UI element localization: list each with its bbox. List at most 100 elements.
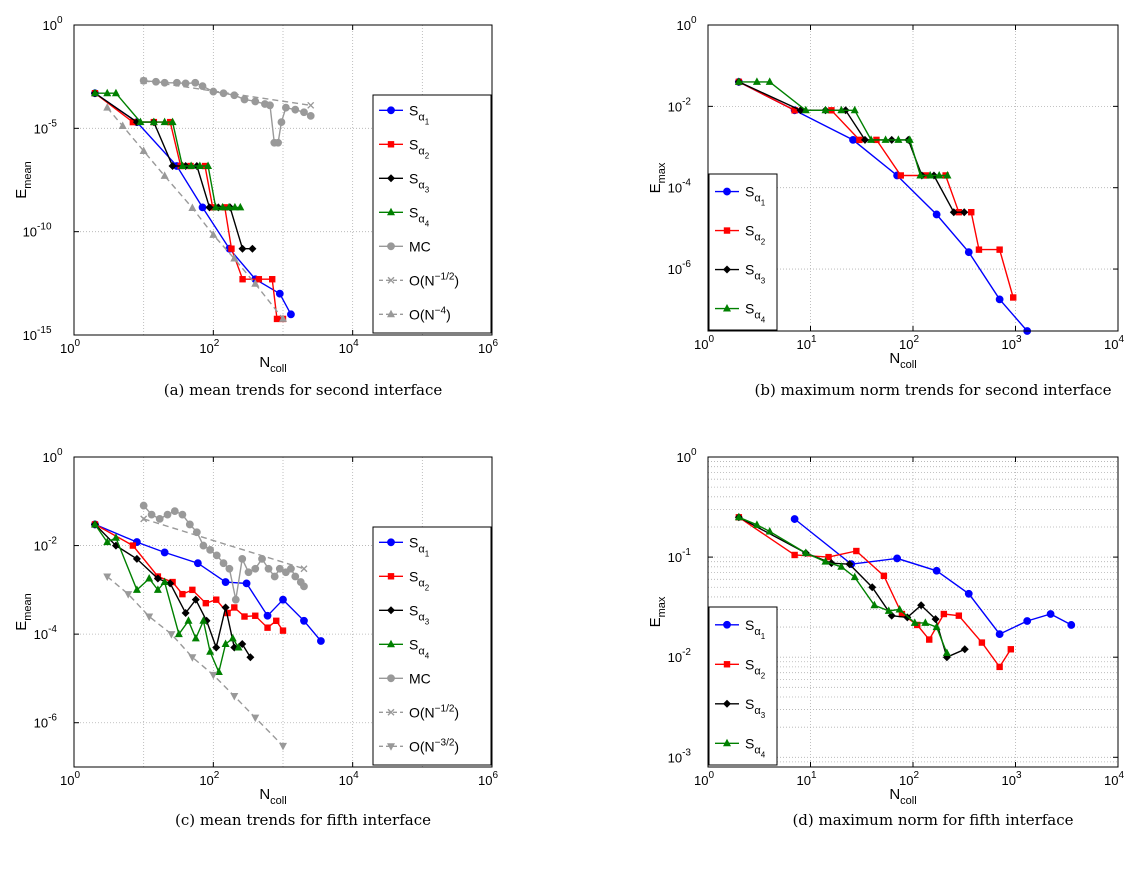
y-axis-label-group: Emean (13, 161, 34, 199)
data-point (935, 170, 944, 179)
data-point (231, 604, 238, 611)
data-point (931, 615, 940, 624)
data-point (129, 118, 137, 126)
y-tick-label: 10-4 (34, 624, 58, 642)
y-tick-label: 10-6 (34, 713, 58, 731)
data-point (255, 276, 263, 283)
data-point (209, 671, 218, 680)
data-point (251, 714, 260, 723)
data-point (881, 135, 890, 143)
data-point (206, 647, 215, 655)
x-tick-label: 104 (339, 338, 359, 356)
data-point (103, 573, 112, 582)
legend-label: Sα1 (409, 102, 430, 126)
data-point (752, 520, 761, 528)
series-line-4 (94, 524, 240, 675)
series-line-1 (94, 523, 322, 642)
data-point (198, 203, 207, 212)
data-point (975, 246, 983, 253)
data-point (917, 601, 926, 610)
grid (708, 25, 1118, 331)
series-line-7 (106, 575, 284, 747)
data-point (166, 579, 175, 588)
data-point (791, 551, 798, 559)
series-line-1 (738, 81, 1028, 332)
data-point (221, 639, 230, 647)
legend-marker (387, 573, 395, 580)
legend-marker (723, 620, 731, 629)
legend-label: O(N−1/2) (409, 703, 459, 720)
y-axis-label: Emean (13, 593, 34, 631)
series-line-4 (95, 92, 241, 209)
data-point (281, 103, 290, 112)
data-point (199, 541, 208, 550)
data-point (275, 289, 284, 298)
data-point (153, 574, 162, 583)
series-group (734, 512, 1076, 671)
x-axis-label: Ncoll (889, 786, 916, 807)
data-point (188, 654, 197, 662)
y-axis-label: Emax (647, 596, 668, 627)
data-point (955, 612, 963, 619)
data-point (845, 560, 854, 569)
data-point (178, 510, 187, 519)
data-point (752, 77, 761, 85)
data-point (195, 161, 204, 170)
data-point (189, 586, 196, 594)
legend-marker (387, 639, 395, 648)
data-point (124, 591, 133, 599)
data-point (790, 515, 799, 523)
data-point (238, 244, 247, 253)
legend-label: Sα3 (409, 170, 430, 194)
data-point (801, 548, 810, 556)
data-point (940, 610, 948, 618)
x-tick-label: 104 (339, 770, 359, 788)
legend: Sα1 Sα2 Sα3 Sα4 MC O(N−1/2) O(N−3/2) (372, 526, 492, 766)
legend-label: MC (409, 238, 431, 254)
y-tick-label: 10-4 (668, 178, 692, 196)
legend-box (708, 173, 778, 331)
legend-marker (723, 304, 731, 312)
data-point (898, 610, 906, 618)
data-point (926, 170, 935, 179)
data-point (884, 606, 893, 614)
legend-label: MC (409, 670, 431, 686)
data-point (273, 617, 280, 625)
data-point (850, 572, 859, 581)
data-point (212, 551, 221, 560)
data-point (181, 609, 190, 618)
x-axis-label: Ncoll (259, 354, 286, 375)
y-axis-label-group: Emean (13, 593, 34, 631)
data-point (995, 630, 1004, 639)
axes-frame (73, 24, 493, 336)
x-tick-label: 100 (60, 338, 80, 356)
y-tick-label: 10-15 (23, 325, 52, 343)
y-tick-label: 100 (676, 447, 696, 465)
series-line-1 (94, 92, 292, 315)
x-tick-label: 100 (694, 334, 714, 352)
data-point (274, 138, 282, 147)
legend-label: Sα2 (409, 136, 430, 160)
caption: (d) maximum norm for fifth interface (792, 811, 1073, 829)
data-point (996, 246, 1003, 253)
legend-marker (387, 708, 395, 716)
data-point (825, 553, 832, 561)
legend-label: Sα3 (409, 602, 430, 626)
y-tick-label: 10-2 (668, 647, 692, 665)
data-point (185, 520, 194, 529)
data-point (932, 210, 941, 219)
data-point (184, 616, 193, 624)
data-point (179, 590, 186, 598)
caption: (c) mean trends for fifth interface (175, 811, 431, 829)
data-point (160, 78, 169, 87)
legend-marker (387, 141, 395, 148)
data-point (111, 533, 120, 541)
data-point (868, 583, 877, 592)
data-point (921, 618, 930, 626)
data-point (850, 105, 859, 114)
chart-4: 100 101 102 103 104 10-3 10-2 10-1 100 Ncoll Emax S… (647, 447, 1124, 829)
data-point (198, 82, 207, 91)
data-point (160, 117, 169, 126)
data-point (181, 79, 190, 88)
data-point (139, 501, 148, 510)
